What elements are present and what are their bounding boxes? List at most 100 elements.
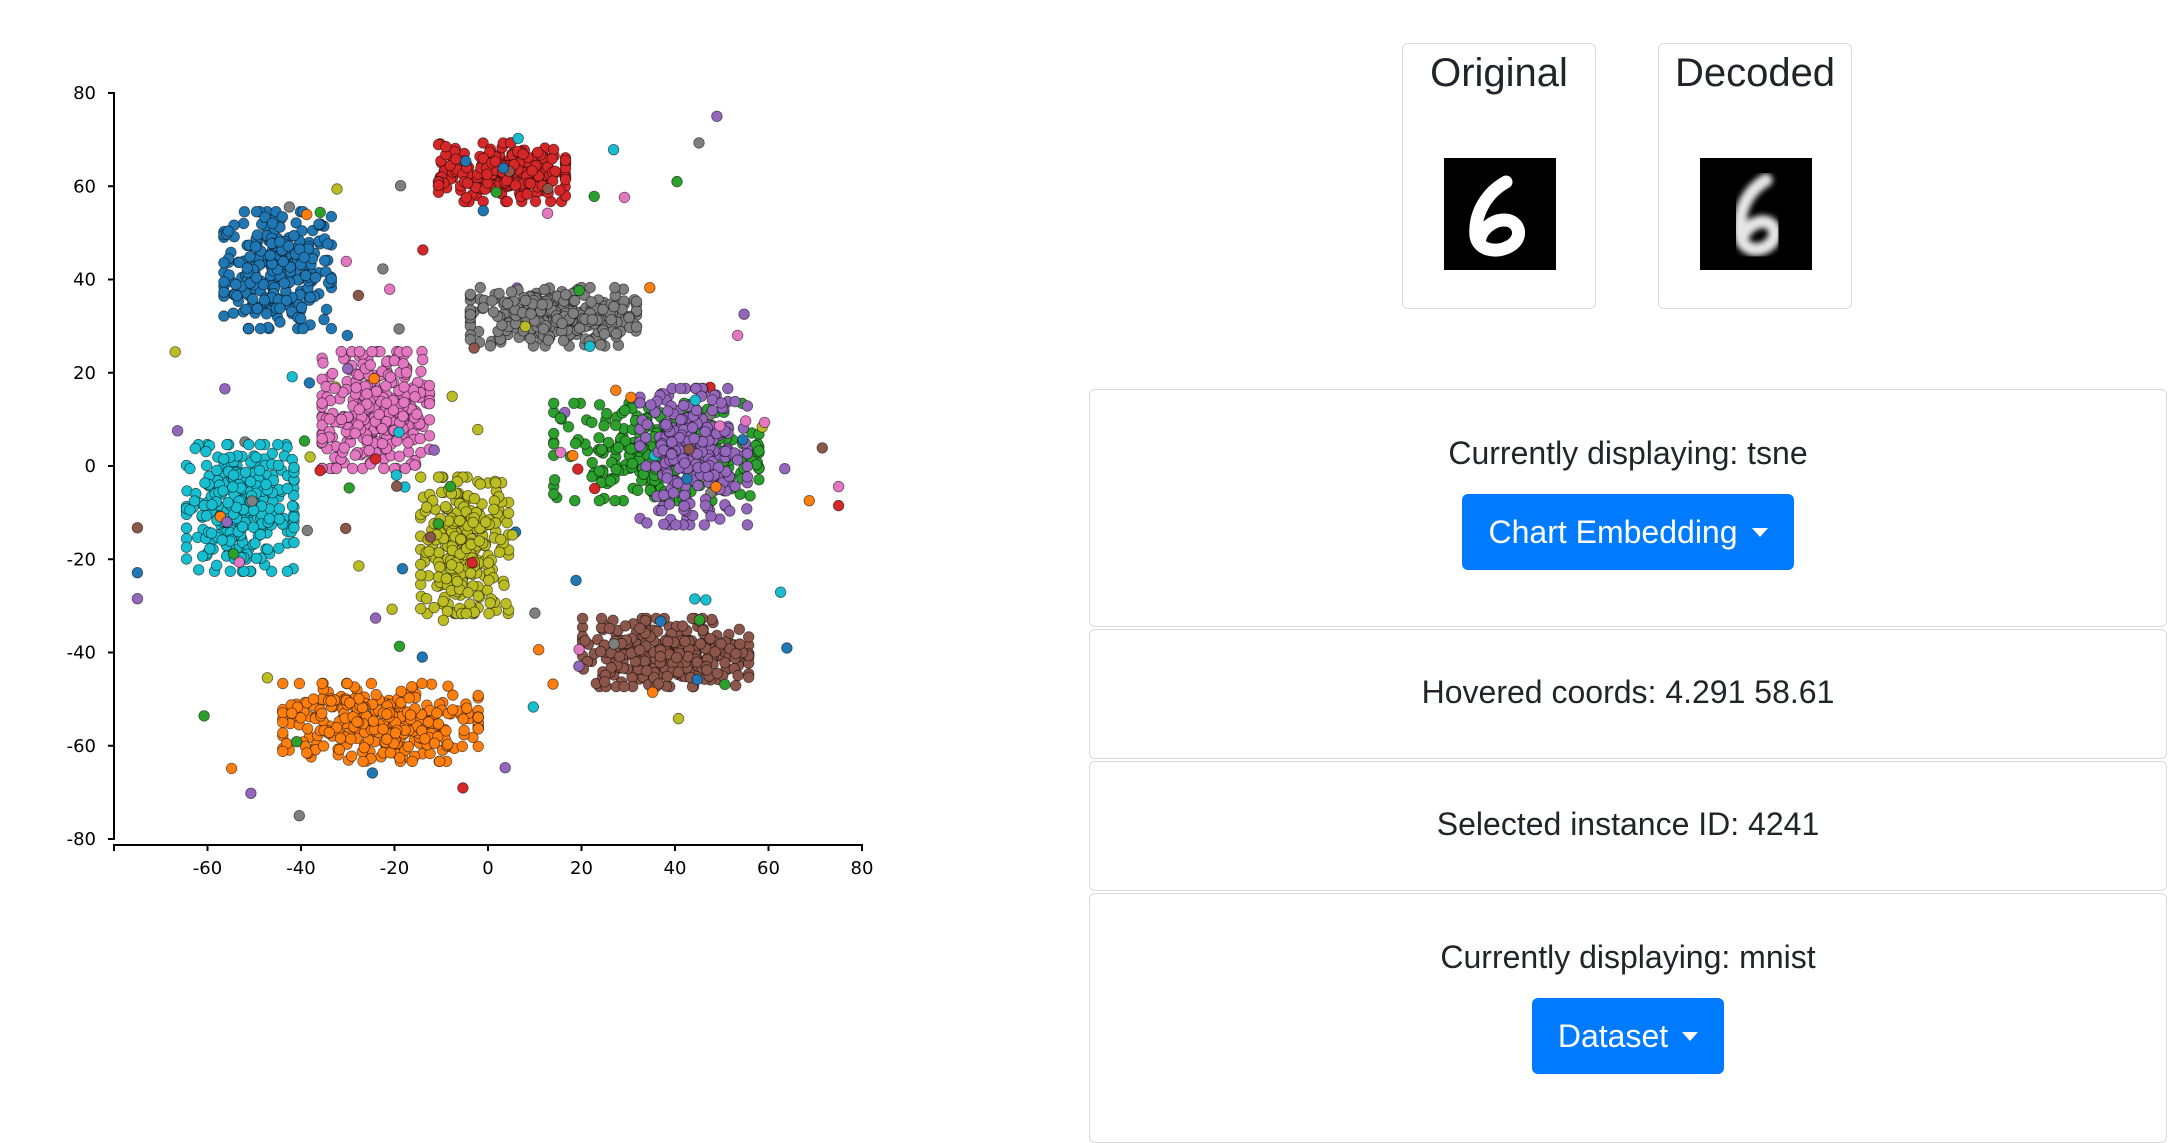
scatter-point[interactable] bbox=[473, 535, 486, 547]
scatter-point[interactable] bbox=[424, 531, 437, 543]
scatter-point[interactable] bbox=[634, 440, 646, 452]
scatter-point[interactable] bbox=[266, 217, 279, 230]
scatter-point[interactable] bbox=[741, 471, 754, 483]
scatter-point[interactable] bbox=[595, 645, 607, 658]
scatter-point[interactable] bbox=[489, 155, 502, 168]
scatter-point[interactable] bbox=[729, 480, 741, 493]
scatter-point[interactable] bbox=[705, 510, 717, 522]
scatter-point[interactable] bbox=[758, 416, 771, 429]
scatter-point[interactable] bbox=[500, 598, 512, 610]
scatter-point[interactable] bbox=[307, 693, 320, 705]
scatter-point[interactable] bbox=[472, 689, 484, 702]
scatter-point[interactable] bbox=[588, 190, 600, 203]
scatter-point[interactable] bbox=[218, 310, 230, 322]
scatter-point[interactable] bbox=[595, 612, 608, 625]
scatter-point[interactable] bbox=[406, 681, 418, 693]
scatter-point[interactable] bbox=[618, 680, 630, 693]
scatter-point[interactable] bbox=[741, 448, 754, 460]
scatter-point[interactable] bbox=[431, 707, 443, 719]
scatter-point[interactable] bbox=[316, 433, 328, 445]
scatter-point[interactable] bbox=[442, 680, 454, 692]
scatter-point[interactable] bbox=[200, 459, 213, 472]
scatter-point[interactable] bbox=[265, 565, 278, 578]
scatter-point[interactable] bbox=[180, 553, 193, 565]
scatter-point[interactable] bbox=[437, 614, 450, 627]
scatter-point[interactable] bbox=[691, 656, 703, 668]
scatter-point[interactable] bbox=[697, 624, 709, 636]
scatter-point[interactable] bbox=[237, 217, 250, 230]
scatter-point[interactable] bbox=[559, 173, 572, 186]
scatter-point[interactable] bbox=[251, 302, 263, 315]
scatter-point[interactable] bbox=[419, 733, 431, 745]
scatter-point[interactable] bbox=[472, 590, 485, 602]
scatter-point[interactable] bbox=[740, 415, 752, 427]
scatter-point[interactable] bbox=[227, 307, 240, 319]
scatter-point[interactable] bbox=[364, 359, 377, 371]
scatter-point[interactable] bbox=[131, 522, 144, 534]
scatter-point[interactable] bbox=[640, 460, 652, 472]
scatter-point[interactable] bbox=[432, 718, 445, 730]
scatter-point[interactable] bbox=[297, 322, 309, 335]
scatter-point[interactable] bbox=[295, 712, 307, 724]
scatter-point[interactable] bbox=[454, 515, 466, 527]
scatter-point[interactable] bbox=[524, 177, 537, 190]
scatter-point[interactable] bbox=[293, 677, 306, 690]
scatter-point[interactable] bbox=[301, 747, 313, 759]
scatter-point[interactable] bbox=[350, 382, 362, 394]
scatter-point[interactable] bbox=[211, 464, 223, 477]
scatter-point[interactable] bbox=[706, 404, 719, 417]
scatter-point[interactable] bbox=[274, 316, 286, 328]
scatter-point[interactable] bbox=[244, 251, 256, 263]
scatter-point[interactable] bbox=[678, 399, 690, 412]
scatter-point[interactable] bbox=[227, 548, 240, 560]
scatter-point[interactable] bbox=[322, 238, 334, 250]
scatter-point[interactable] bbox=[548, 427, 560, 440]
scatter-point[interactable] bbox=[340, 522, 352, 535]
scatter-point[interactable] bbox=[619, 435, 632, 447]
scatter-point[interactable] bbox=[420, 593, 433, 605]
scatter-point[interactable] bbox=[722, 382, 734, 395]
scatter-point[interactable] bbox=[468, 342, 480, 354]
scatter-point[interactable] bbox=[199, 477, 211, 489]
scatter-point[interactable] bbox=[394, 752, 406, 764]
scatter-point[interactable] bbox=[605, 662, 617, 674]
scatter-point[interactable] bbox=[472, 723, 484, 735]
scatter-point[interactable] bbox=[548, 397, 560, 410]
scatter-point[interactable] bbox=[169, 346, 181, 358]
scatter-point[interactable] bbox=[710, 481, 722, 493]
scatter-point[interactable] bbox=[400, 366, 413, 379]
scatter-point[interactable] bbox=[487, 306, 500, 318]
scatter-point[interactable] bbox=[423, 414, 436, 426]
scatter-point[interactable] bbox=[832, 480, 845, 493]
scatter-point[interactable] bbox=[472, 423, 484, 436]
scatter-point[interactable] bbox=[301, 524, 314, 537]
scatter-point[interactable] bbox=[711, 667, 724, 680]
scatter-point[interactable] bbox=[196, 550, 209, 563]
scatter-point[interactable] bbox=[594, 339, 607, 351]
scatter-point[interactable] bbox=[666, 436, 678, 448]
scatter-point[interactable] bbox=[406, 755, 419, 768]
scatter-point[interactable] bbox=[462, 587, 474, 599]
scatter-point[interactable] bbox=[325, 210, 338, 223]
scatter-point[interactable] bbox=[601, 407, 613, 420]
scatter-point[interactable] bbox=[715, 638, 727, 650]
scatter-point[interactable] bbox=[390, 469, 403, 481]
scatter-point[interactable] bbox=[381, 708, 393, 720]
scatter-point[interactable] bbox=[634, 622, 646, 635]
dataset-dropdown-button[interactable]: Dataset bbox=[1531, 998, 1725, 1074]
scatter-point[interactable] bbox=[361, 388, 373, 400]
scatter-point[interactable] bbox=[567, 449, 579, 462]
scatter-point[interactable] bbox=[464, 567, 477, 579]
scatter-point[interactable] bbox=[548, 438, 560, 450]
scatter-point[interactable] bbox=[442, 738, 454, 751]
scatter-point[interactable] bbox=[589, 482, 601, 495]
scatter-point[interactable] bbox=[261, 672, 274, 684]
scatter-point[interactable] bbox=[506, 529, 519, 541]
scatter-point[interactable] bbox=[376, 437, 389, 450]
scatter-point[interactable] bbox=[573, 643, 585, 656]
scatter-point[interactable] bbox=[585, 296, 597, 308]
scatter-point[interactable] bbox=[521, 188, 533, 200]
scatter-point[interactable] bbox=[569, 437, 582, 450]
scatter-point[interactable] bbox=[738, 308, 750, 320]
scatter-point[interactable] bbox=[295, 312, 307, 325]
